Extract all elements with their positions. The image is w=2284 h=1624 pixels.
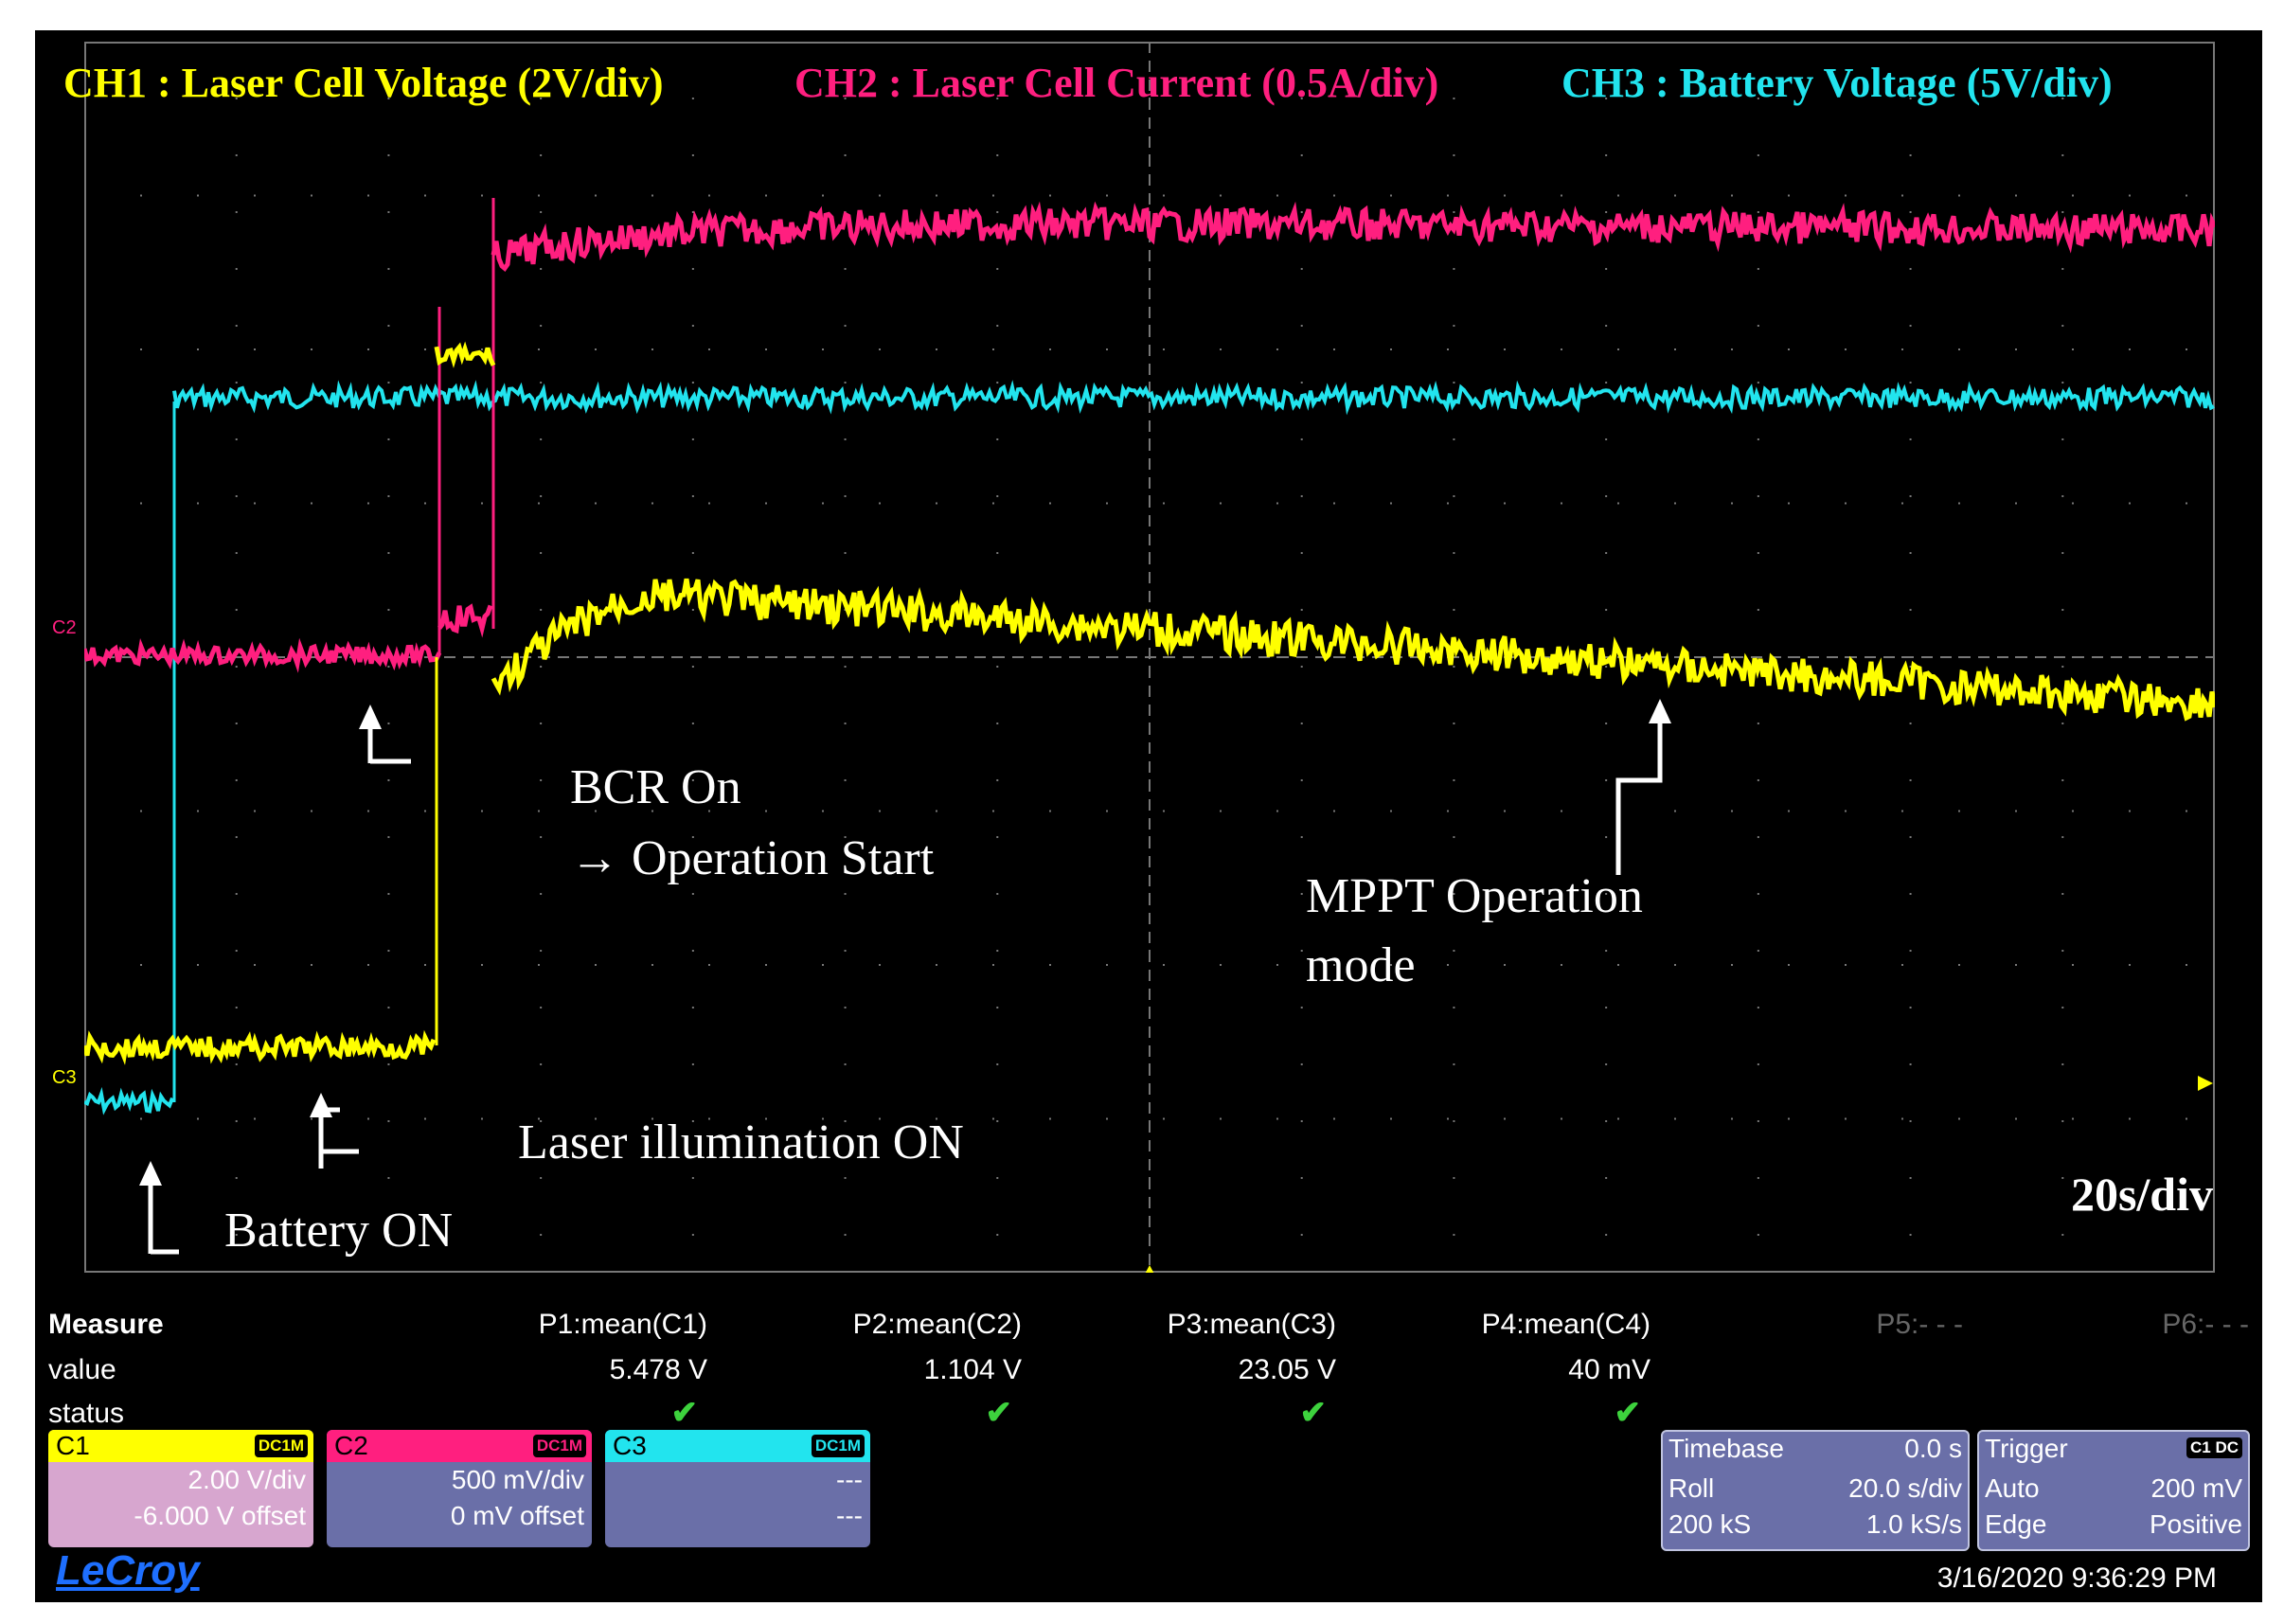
- p5-name[interactable]: P5:- - -: [1876, 1309, 1963, 1340]
- c3-coupling-badge: DC1M: [811, 1435, 865, 1457]
- c1-offset: -6.000 V offset: [134, 1501, 306, 1530]
- mppt-arrow-line: [1615, 705, 1663, 875]
- trigger-mode: Auto: [1985, 1473, 2040, 1503]
- trigger-source-badge: C1 DC: [2186, 1437, 2242, 1458]
- p3-value: 23.05 V: [1238, 1354, 1336, 1385]
- laser-on-label: Laser illumination ON: [518, 1115, 964, 1169]
- p3-status-check-icon: ✔: [1299, 1395, 1328, 1431]
- mppt-label-line1: MPPT Operation: [1306, 869, 1643, 923]
- channel-box-c2[interactable]: C2 DC1M 500 mV/div 0 mV offset: [327, 1430, 592, 1547]
- timebase-samples: 200 kS: [1668, 1509, 1752, 1539]
- ch1-title: CH1 : Laser Cell Voltage (2V/div): [63, 60, 664, 106]
- ch1-trace-mppt: [491, 578, 2215, 722]
- ch2-trace-high: [491, 201, 2215, 272]
- timestamp: 3/16/2020 9:36:29 PM: [1936, 1562, 2217, 1594]
- ch3-trace-high: [172, 380, 2215, 416]
- trigger-position-marker: [1145, 1265, 1154, 1273]
- trigger-box[interactable]: Trigger C1 DC Auto 200 mV Edge Positive: [1977, 1430, 2250, 1551]
- c2-box-label: C2 DC1M: [327, 1430, 592, 1462]
- oscilloscope-display: CH1 : Laser Cell Voltage (2V/div) CH2 : …: [35, 30, 2262, 1602]
- channel-box-c1[interactable]: C1 DC1M 2.00 V/div -6.000 V offset: [48, 1430, 313, 1547]
- trigger-level-marker: [2198, 1076, 2213, 1091]
- p1-name[interactable]: P1:mean(C1): [538, 1309, 707, 1340]
- waveform-grid: [84, 42, 2215, 1273]
- battery-arrow-head: [139, 1161, 162, 1186]
- bcr-on-label: BCR On: [570, 760, 741, 814]
- ch3-title: CH3 : Battery Voltage (5V/div): [1561, 60, 2113, 106]
- c3-marker: C3: [52, 1067, 77, 1088]
- timebase-rate: 20.0 s/div: [1848, 1473, 1962, 1503]
- ch1-trace-step: [434, 341, 496, 368]
- channel-box-c3[interactable]: C3 DC1M --- ---: [605, 1430, 870, 1547]
- timebase-scale-label: 20s/div: [2070, 1168, 2213, 1221]
- trigger-type: Edge: [1985, 1509, 2047, 1539]
- timebase-sample-rate: 1.0 kS/s: [1865, 1509, 1962, 1539]
- p2-status-check-icon: ✔: [985, 1395, 1013, 1431]
- p1-value: 5.478 V: [609, 1354, 707, 1385]
- laser-arrow-head: [310, 1093, 332, 1117]
- ch2-title: CH2 : Laser Cell Current (0.5A/div): [794, 60, 1439, 106]
- p1-status-check-icon: ✔: [670, 1395, 699, 1431]
- measure-title[interactable]: Measure: [48, 1309, 164, 1340]
- measure-row-value-label: value: [48, 1354, 116, 1385]
- c2-marker: C2: [52, 617, 77, 638]
- p4-name[interactable]: P4:mean(C4): [1481, 1309, 1651, 1340]
- ch2-trace-base: [84, 637, 442, 673]
- ch2-trace-step: [437, 603, 493, 638]
- c3-volts-per-div: ---: [836, 1465, 863, 1494]
- p2-name[interactable]: P2:mean(C2): [852, 1309, 1022, 1340]
- p2-value: 1.104 V: [923, 1354, 1022, 1385]
- p4-value: 40 mV: [1568, 1354, 1651, 1385]
- p6-name[interactable]: P6:- - -: [2162, 1309, 2249, 1340]
- timebase-offset: 0.0 s: [1904, 1434, 1962, 1463]
- p3-name[interactable]: P3:mean(C3): [1167, 1309, 1336, 1340]
- trigger-level: 200 mV: [2150, 1473, 2243, 1503]
- lecroy-logo[interactable]: LeCroy: [56, 1547, 200, 1594]
- c3-offset: ---: [836, 1501, 863, 1530]
- operation-start-label: → Operation Start: [570, 831, 935, 885]
- waveform-screen: CH1 : Laser Cell Voltage (2V/div) CH2 : …: [35, 30, 2262, 1299]
- c2-offset: 0 mV offset: [450, 1501, 584, 1530]
- mppt-arrow-head: [1649, 699, 1671, 723]
- timebase-mode: Roll: [1668, 1473, 1715, 1503]
- c1-coupling-badge: DC1M: [254, 1435, 308, 1457]
- battery-on-label: Battery ON: [224, 1204, 454, 1258]
- timebase-box[interactable]: Timebase 0.0 s Roll 20.0 s/div 200 kS 1.…: [1661, 1430, 1970, 1551]
- trigger-title: Trigger: [1985, 1434, 2068, 1463]
- c2-volts-per-div: 500 mV/div: [451, 1465, 584, 1494]
- bcr-arrow-head: [359, 705, 382, 729]
- mppt-label-line2: mode: [1306, 938, 1416, 992]
- c1-volts-per-div: 2.00 V/div: [187, 1465, 306, 1494]
- ch1-trace-base: [84, 1029, 437, 1065]
- p4-status-check-icon: ✔: [1614, 1395, 1642, 1431]
- c3-box-label: C3 DC1M: [605, 1430, 870, 1462]
- ch3-trace-low: [84, 1086, 174, 1115]
- trigger-slope: Positive: [2149, 1509, 2242, 1539]
- c1-box-label: C1 DC1M: [48, 1430, 313, 1462]
- timebase-title: Timebase: [1668, 1434, 1784, 1463]
- c2-coupling-badge: DC1M: [532, 1435, 586, 1457]
- measure-row-status-label: status: [48, 1398, 125, 1429]
- laser-arrow-line: [318, 1107, 340, 1169]
